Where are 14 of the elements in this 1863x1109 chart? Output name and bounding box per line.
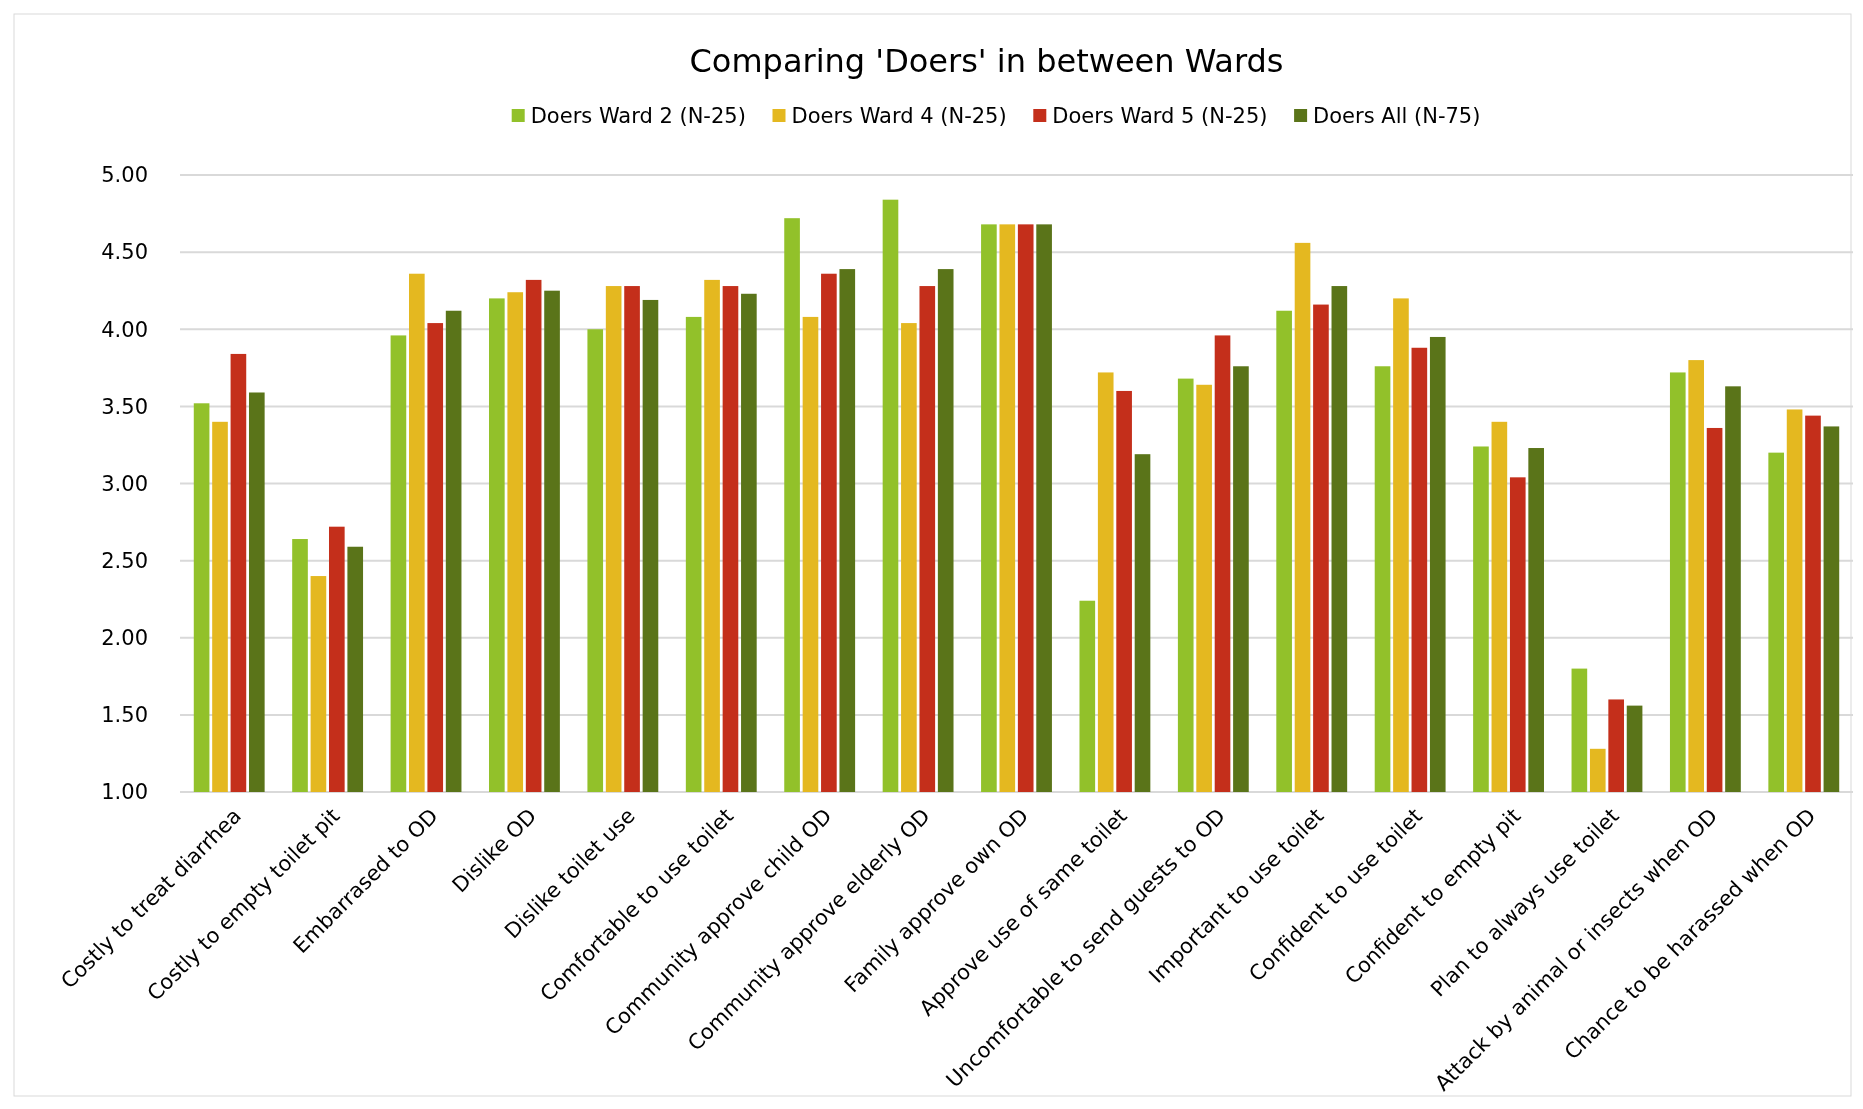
y-tick-label: 2.50 (101, 548, 148, 573)
legend-label: Doers Ward 4 (N-25) (791, 104, 1007, 128)
y-tick-label: 4.00 (101, 317, 148, 342)
y-tick-label: 3.00 (101, 471, 148, 496)
y-tick-label: 1.50 (101, 703, 148, 728)
legend-label: Doers All (N-75) (1313, 104, 1481, 128)
y-tick-label: 1.00 (101, 780, 148, 805)
legend-label: Doers Ward 2 (N-25) (530, 104, 746, 128)
chart-title: Comparing 'Doers' in between Wards (689, 42, 1284, 80)
legend-label: Doers Ward 5 (N-25) (1052, 104, 1268, 128)
y-tick-label: 3.50 (101, 394, 148, 419)
y-tick-label: 4.50 (101, 240, 148, 265)
y-tick-label: 5.00 (101, 163, 148, 188)
y-tick-label: 2.00 (101, 626, 148, 651)
